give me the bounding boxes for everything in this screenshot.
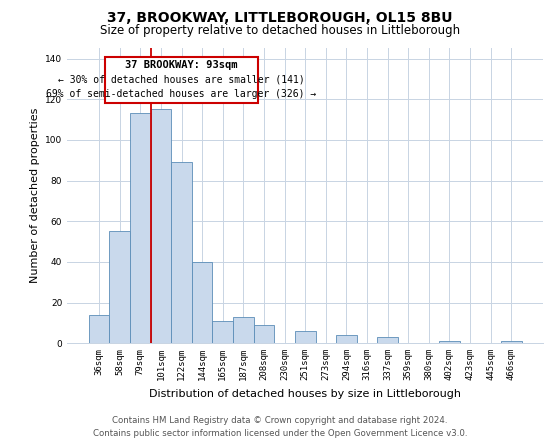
Bar: [192, 262, 212, 343]
Text: Size of property relative to detached houses in Littleborough: Size of property relative to detached ho…: [100, 24, 460, 37]
Text: ← 30% of detached houses are smaller (141): ← 30% of detached houses are smaller (14…: [58, 75, 305, 85]
Bar: [336, 335, 357, 343]
Bar: [377, 337, 398, 343]
Bar: [171, 162, 192, 343]
Bar: [109, 231, 130, 343]
Bar: [212, 321, 233, 343]
Bar: [151, 110, 171, 343]
X-axis label: Distribution of detached houses by size in Littleborough: Distribution of detached houses by size …: [149, 389, 461, 399]
Text: 37 BROOKWAY: 93sqm: 37 BROOKWAY: 93sqm: [125, 59, 238, 70]
Bar: [501, 341, 521, 343]
Bar: [130, 114, 151, 343]
Y-axis label: Number of detached properties: Number of detached properties: [30, 108, 40, 283]
Bar: [439, 341, 460, 343]
Bar: [105, 56, 258, 103]
Text: Contains HM Land Registry data © Crown copyright and database right 2024.
Contai: Contains HM Land Registry data © Crown c…: [93, 416, 467, 438]
Text: 69% of semi-detached houses are larger (326) →: 69% of semi-detached houses are larger (…: [46, 89, 317, 99]
Bar: [233, 317, 254, 343]
Bar: [254, 325, 274, 343]
Text: 37, BROOKWAY, LITTLEBOROUGH, OL15 8BU: 37, BROOKWAY, LITTLEBOROUGH, OL15 8BU: [108, 11, 452, 25]
Bar: [295, 331, 315, 343]
Bar: [89, 315, 109, 343]
